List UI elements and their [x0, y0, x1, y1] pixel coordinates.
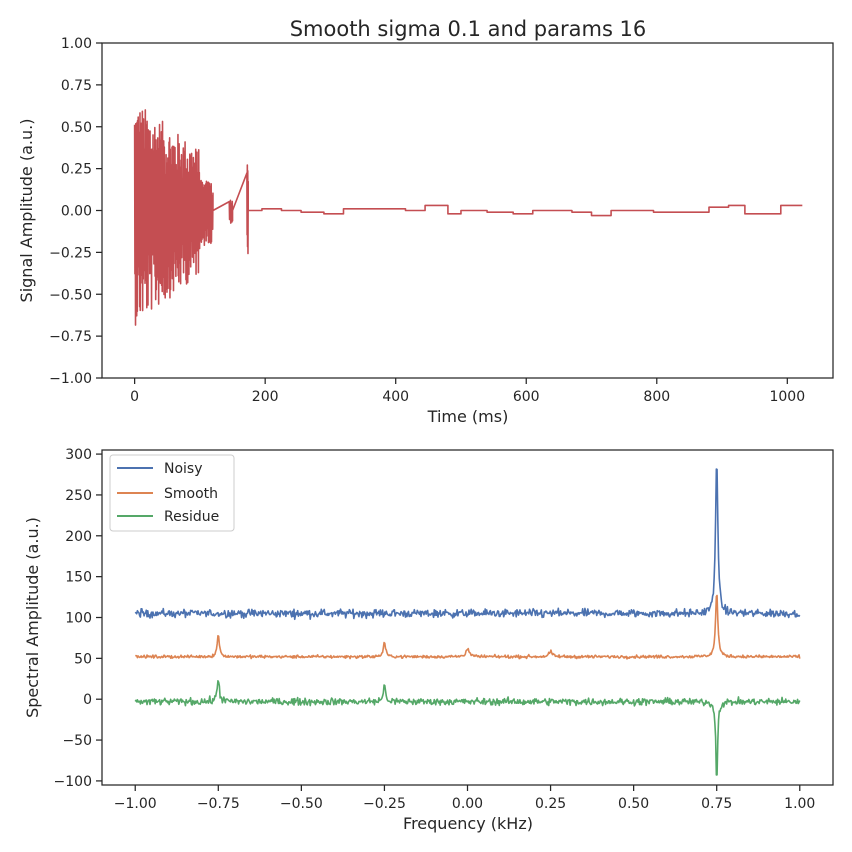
x-tick-label: 0.00 [452, 796, 483, 812]
y-tick-label: 250 [65, 488, 92, 504]
y-tick-label: −100 [54, 774, 92, 790]
x-tick-label: −0.25 [363, 796, 406, 812]
legend: Noisy Smooth Residue [109, 454, 235, 532]
y-tick-label: 0.00 [61, 204, 92, 220]
noisy-spectrum-line [134, 468, 801, 621]
y-tick-label: −0.50 [49, 287, 92, 303]
x-tick-label: −0.75 [197, 796, 240, 812]
time-y-ticks: −1.00 −0.75 −0.50 −0.25 0.00 0.25 0.50 0.75 1.00 [49, 36, 102, 387]
residue-spectrum-line [134, 680, 801, 776]
time-x-axis-label: Time (ms) [427, 407, 509, 426]
y-tick-label: −0.75 [49, 329, 92, 345]
legend-noisy-label: Noisy [164, 461, 203, 477]
y-tick-label: 0.25 [61, 162, 92, 178]
freq-series-group [134, 468, 801, 776]
y-tick-label: −1.00 [49, 371, 92, 387]
smooth-spectrum-line [135, 594, 801, 660]
freq-x-axis-label: Frequency (kHz) [403, 814, 533, 833]
y-tick-label: 0 [83, 692, 92, 708]
freq-x-ticks: −1.00 −0.75 −0.50 −0.25 0.00 0.25 0.50 0.75 1.00 [114, 785, 815, 812]
x-tick-label: 600 [513, 389, 540, 405]
legend-smooth-label: Smooth [164, 486, 218, 502]
time-signal-line [133, 109, 803, 326]
freq-y-ticks: −100 −50 0 50 100 150 200 250 300 [54, 447, 102, 790]
x-tick-label: 1.00 [784, 796, 815, 812]
y-tick-label: 50 [74, 651, 92, 667]
frequency-domain-panel: −1.00 −0.75 −0.50 −0.25 0.00 0.25 0.50 0.75 1.00… [23, 447, 834, 833]
time-domain-panel: Smooth sigma 0.1 and params 16 0 200 400 60… [17, 17, 834, 426]
x-tick-label: 800 [643, 389, 670, 405]
x-tick-label: 0 [130, 389, 139, 405]
x-tick-label: 0.75 [701, 796, 732, 812]
time-x-ticks: 0 200 400 600 800 1000 [130, 378, 805, 405]
freq-y-axis-label: Spectral Amplitude (a.u.) [23, 517, 42, 718]
time-series-group [133, 109, 803, 326]
y-tick-label: 100 [65, 611, 92, 627]
x-tick-label: 0.25 [535, 796, 566, 812]
x-tick-label: −1.00 [114, 796, 157, 812]
x-tick-label: 1000 [769, 389, 805, 405]
chart-title: Smooth sigma 0.1 and params 16 [290, 17, 647, 41]
legend-box [109, 454, 235, 532]
x-tick-label: −0.50 [280, 796, 323, 812]
y-tick-label: 300 [65, 447, 92, 463]
legend-residue-label: Residue [164, 509, 219, 525]
y-tick-label: 0.75 [61, 78, 92, 94]
x-tick-label: 200 [252, 389, 279, 405]
x-tick-label: 0.50 [618, 796, 649, 812]
y-tick-label: −0.25 [49, 245, 92, 261]
x-tick-label: 400 [382, 389, 409, 405]
y-tick-label: 0.50 [61, 120, 92, 136]
y-tick-label: 200 [65, 529, 92, 545]
y-tick-label: 150 [65, 570, 92, 586]
y-tick-label: 1.00 [61, 36, 92, 52]
y-tick-label: −50 [62, 733, 92, 749]
time-y-axis-label: Signal Amplitude (a.u.) [17, 119, 36, 303]
